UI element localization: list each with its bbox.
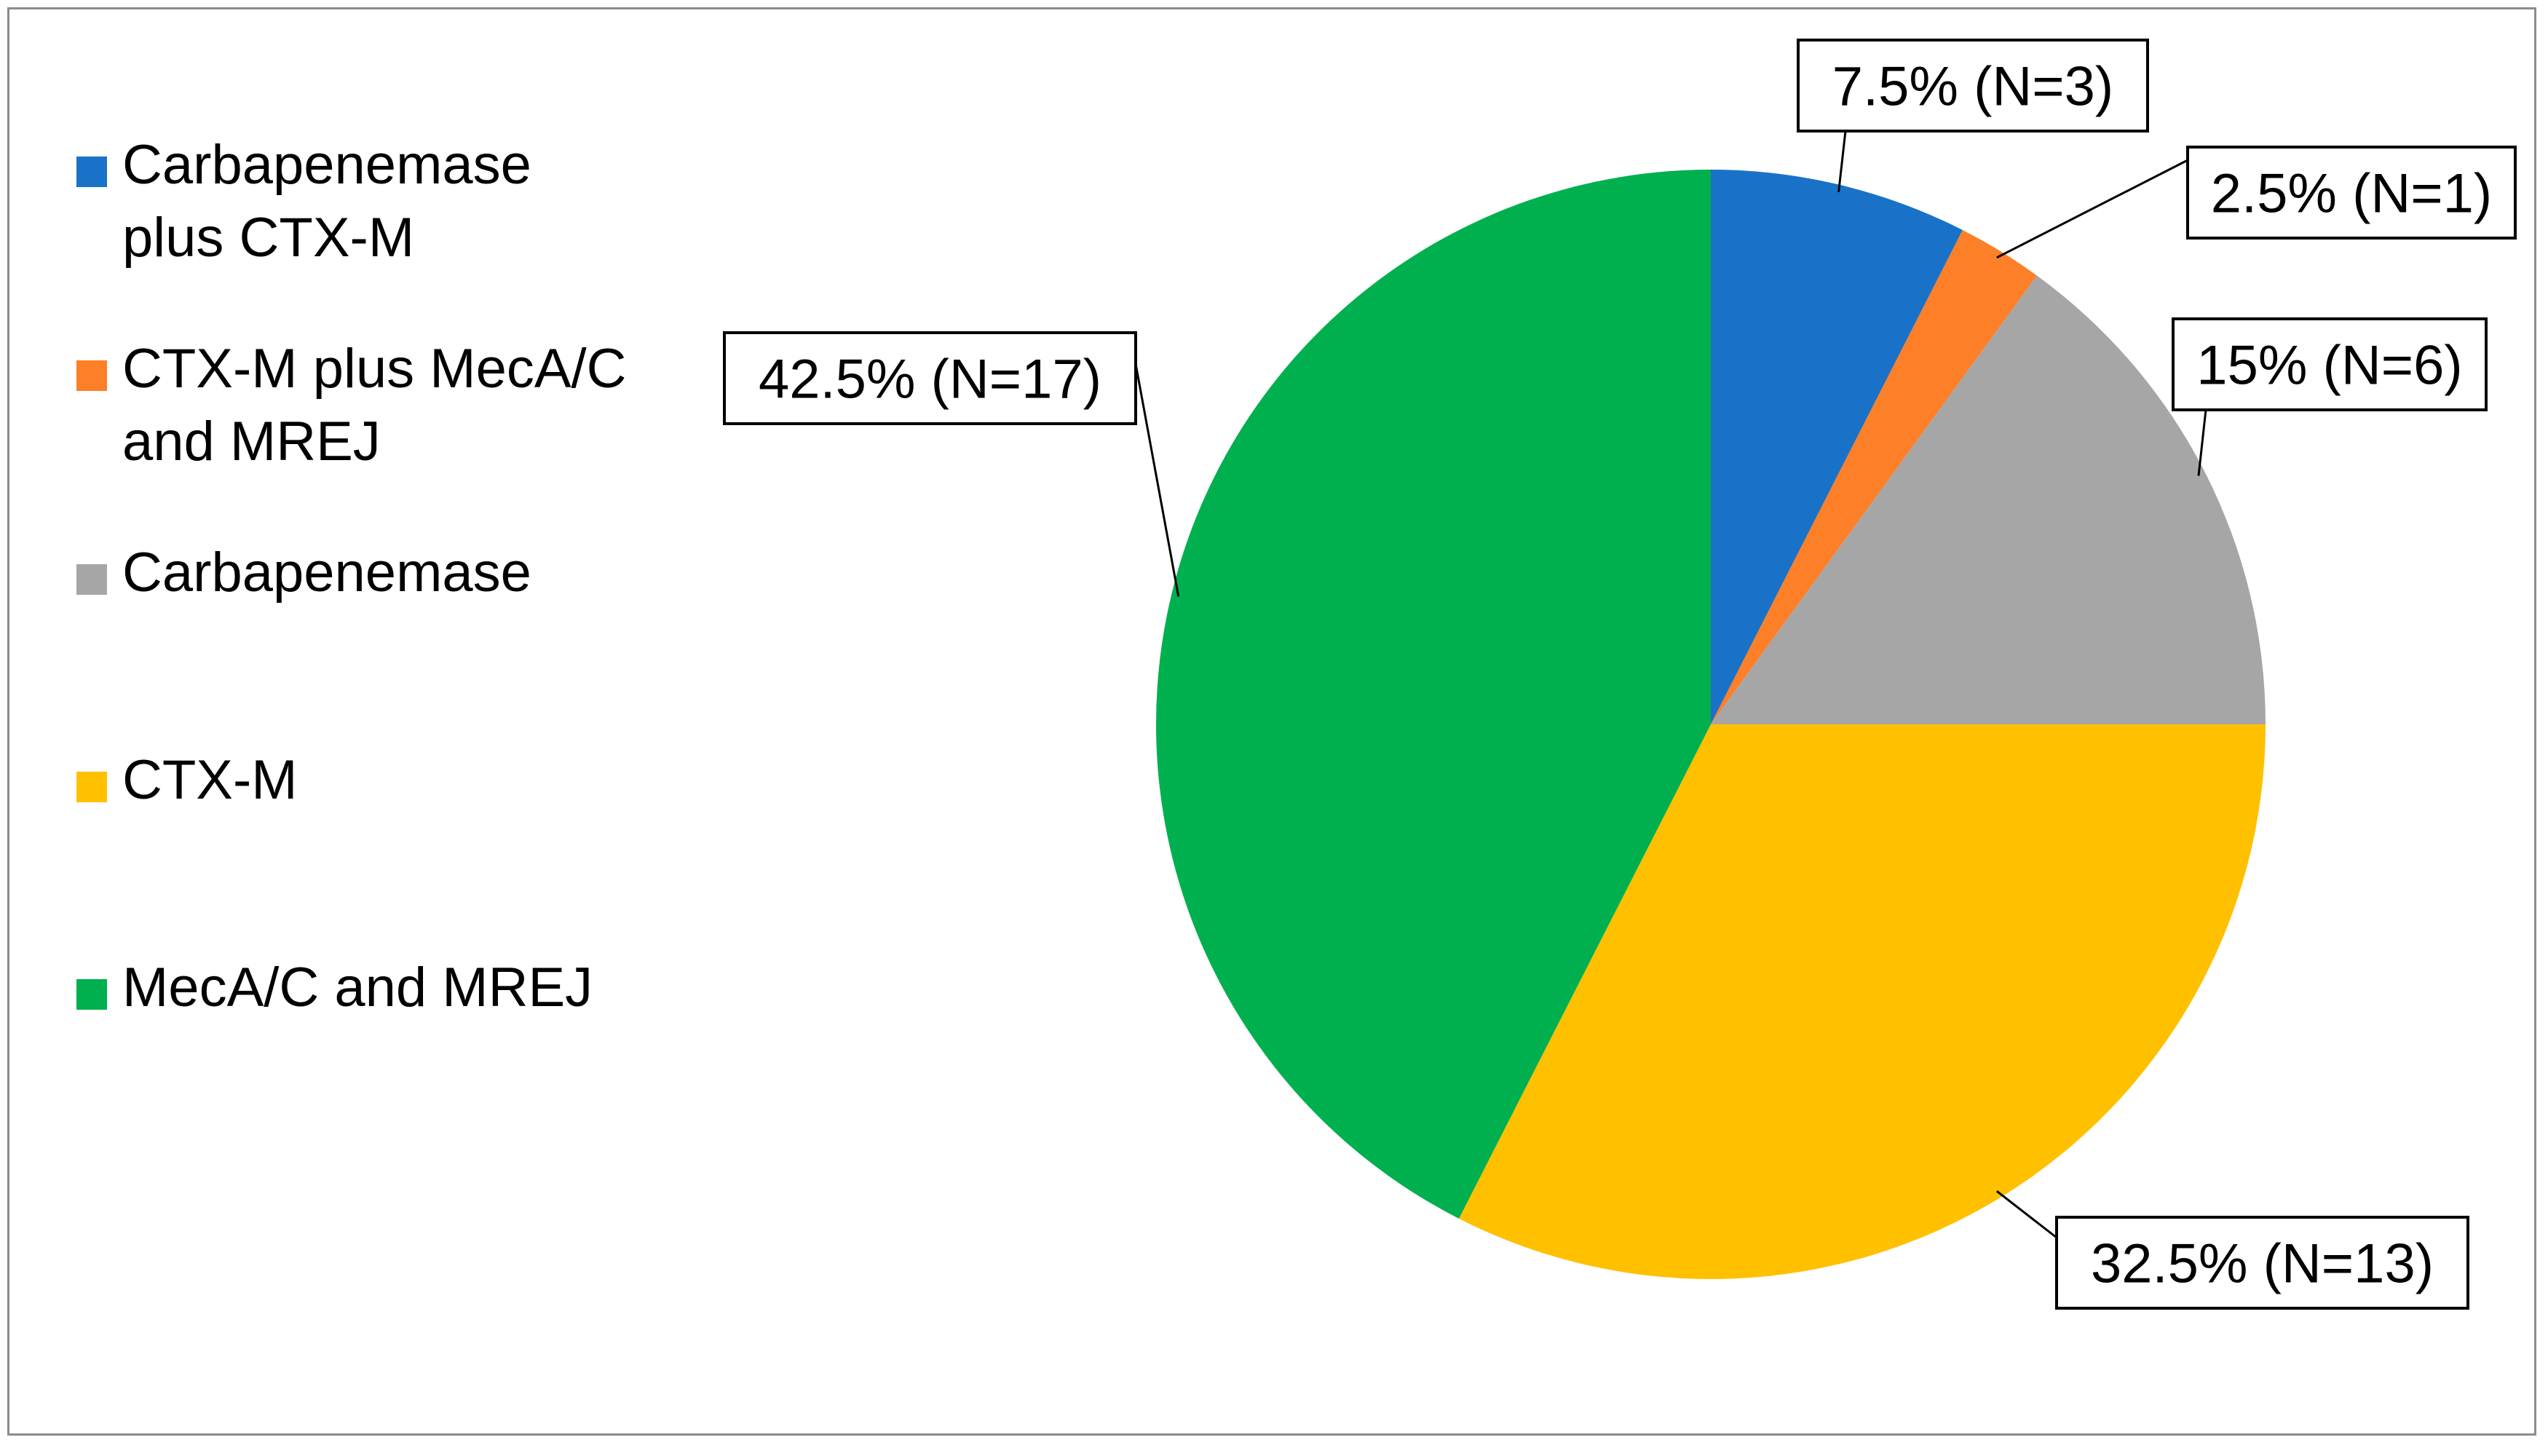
legend-swatch-5 (76, 979, 107, 1010)
legend-swatch-1 (76, 157, 107, 187)
data-label-1: 7.5% (N=3) (1832, 56, 2114, 118)
leader-line-2 (1996, 159, 2188, 259)
legend-swatch-3 (76, 564, 107, 595)
pie-slice-5 (1155, 170, 1711, 1219)
legend-label-1-line-2: plus CTX-M (122, 207, 414, 269)
data-label-box-5 (723, 331, 1137, 425)
data-label-box-1 (1797, 39, 2149, 132)
data-label-4: 32.5% (N=13) (2091, 1233, 2434, 1295)
data-label-box-3 (2172, 317, 2488, 411)
legend-swatch-4 (76, 772, 107, 802)
legend-label-4-line-1: CTX-M (122, 749, 298, 811)
data-label-2: 2.5% (N=1) (2211, 163, 2493, 225)
pie-slice-1 (1711, 170, 1963, 724)
data-label-5: 42.5% (N=17) (759, 349, 1101, 411)
pie-slice-2 (1711, 230, 2037, 724)
leader-line-3 (2197, 409, 2207, 476)
leader-line-1 (1837, 130, 1847, 192)
leader-line-4 (1995, 1190, 2057, 1239)
legend-label-2-line-1: CTX-M plus MecA/C (122, 338, 627, 400)
data-label-box-4 (2055, 1216, 2469, 1310)
legend-swatch-2 (76, 360, 107, 391)
leader-lines (1134, 130, 2207, 1239)
legend-label-1-line-1: Carbapenemase (122, 134, 531, 196)
data-label-3: 15% (N=6) (2196, 335, 2462, 397)
data-labels: 7.5% (N=3) 2.5% (N=1) 15% (N=6) 32.5% (N=13… (723, 39, 2517, 1310)
pie-slices (1155, 170, 2266, 1280)
pie-slice-3 (1711, 275, 2266, 724)
legend-label-3-line-1: Carbapenemase (122, 542, 531, 604)
leader-line-5 (1134, 363, 1180, 597)
legend-label-2-line-2: and MREJ (122, 411, 381, 472)
data-label-box-2 (2186, 146, 2517, 240)
legend-label-5-line-1: MecA/C and MREJ (122, 957, 593, 1018)
legend: Carbapenemase plus CTX-M CTX-M plus MecA/C… (76, 134, 627, 1018)
pie-slice-4 (1459, 724, 2266, 1280)
